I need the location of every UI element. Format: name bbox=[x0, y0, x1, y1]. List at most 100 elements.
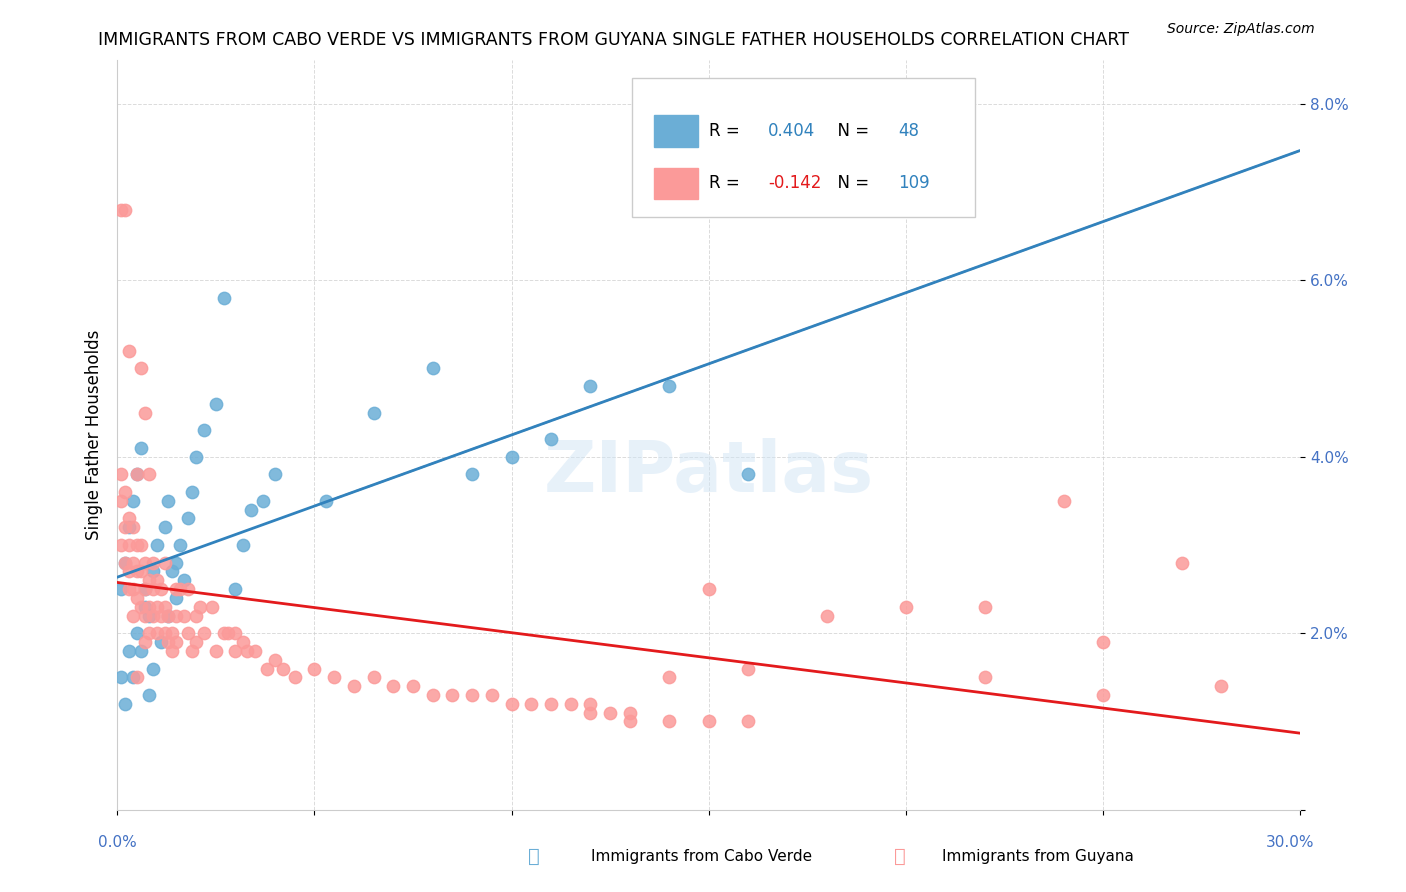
Point bbox=[224, 582, 246, 596]
Point bbox=[110, 538, 132, 552]
Point bbox=[138, 467, 160, 482]
Point bbox=[125, 565, 148, 579]
Point bbox=[114, 485, 136, 500]
Point bbox=[240, 502, 263, 516]
Point bbox=[501, 697, 523, 711]
Point bbox=[125, 591, 148, 605]
Point bbox=[737, 661, 759, 675]
Point bbox=[162, 626, 184, 640]
Point bbox=[114, 556, 136, 570]
Point bbox=[540, 432, 562, 446]
Point bbox=[122, 520, 145, 534]
Text: 0.0%: 0.0% bbox=[98, 836, 138, 850]
Text: ZIPatlas: ZIPatlas bbox=[544, 438, 873, 507]
Point bbox=[134, 635, 156, 649]
Point bbox=[169, 582, 191, 596]
Point bbox=[184, 450, 207, 464]
Point bbox=[134, 582, 156, 596]
Y-axis label: Single Father Households: Single Father Households bbox=[86, 329, 103, 540]
Point bbox=[129, 644, 152, 658]
Point bbox=[125, 538, 148, 552]
Point bbox=[142, 565, 165, 579]
Point bbox=[1052, 493, 1074, 508]
Point bbox=[134, 608, 156, 623]
Point bbox=[129, 538, 152, 552]
Point bbox=[236, 644, 259, 658]
Point bbox=[118, 520, 141, 534]
Point bbox=[118, 511, 141, 525]
Point bbox=[129, 361, 152, 376]
Point bbox=[217, 626, 239, 640]
Point bbox=[441, 688, 464, 702]
Point bbox=[224, 626, 246, 640]
Point bbox=[1092, 635, 1115, 649]
Point bbox=[1171, 556, 1194, 570]
Point bbox=[134, 582, 156, 596]
Text: -0.142: -0.142 bbox=[768, 174, 821, 193]
Text: 🔴: 🔴 bbox=[894, 847, 905, 866]
Point bbox=[157, 635, 180, 649]
Point bbox=[162, 565, 184, 579]
FancyBboxPatch shape bbox=[631, 78, 974, 217]
Point bbox=[520, 697, 543, 711]
Point bbox=[599, 706, 621, 720]
Point bbox=[114, 520, 136, 534]
Point bbox=[181, 644, 204, 658]
Point bbox=[737, 714, 759, 729]
Point bbox=[129, 565, 152, 579]
Point bbox=[125, 670, 148, 684]
Point bbox=[165, 582, 187, 596]
Point bbox=[264, 467, 287, 482]
Point bbox=[184, 608, 207, 623]
FancyBboxPatch shape bbox=[654, 168, 697, 199]
Point bbox=[165, 608, 187, 623]
Text: 0.404: 0.404 bbox=[768, 122, 815, 140]
Point bbox=[245, 644, 267, 658]
Point bbox=[145, 626, 167, 640]
Point bbox=[134, 406, 156, 420]
Text: 🔵: 🔵 bbox=[529, 847, 540, 866]
Point bbox=[145, 599, 167, 614]
Point bbox=[188, 599, 211, 614]
Text: 109: 109 bbox=[898, 174, 929, 193]
Point bbox=[815, 608, 838, 623]
Point bbox=[157, 493, 180, 508]
Point bbox=[737, 467, 759, 482]
Point bbox=[461, 467, 484, 482]
Point bbox=[138, 688, 160, 702]
Point bbox=[619, 714, 641, 729]
Point bbox=[138, 608, 160, 623]
Point bbox=[177, 582, 200, 596]
Point bbox=[271, 661, 294, 675]
Point bbox=[134, 599, 156, 614]
Point bbox=[145, 538, 167, 552]
Point bbox=[422, 688, 444, 702]
Text: R =: R = bbox=[709, 122, 745, 140]
Point bbox=[658, 670, 681, 684]
Point bbox=[110, 467, 132, 482]
Point bbox=[264, 653, 287, 667]
Point bbox=[481, 688, 503, 702]
Point bbox=[142, 556, 165, 570]
Point bbox=[579, 697, 602, 711]
Point bbox=[110, 582, 132, 596]
Point bbox=[973, 599, 995, 614]
Point bbox=[422, 361, 444, 376]
Point bbox=[122, 582, 145, 596]
Point bbox=[129, 599, 152, 614]
Point bbox=[169, 538, 191, 552]
Point bbox=[157, 608, 180, 623]
FancyBboxPatch shape bbox=[654, 115, 697, 146]
Point bbox=[165, 591, 187, 605]
Point bbox=[162, 644, 184, 658]
Text: 30.0%: 30.0% bbox=[1267, 836, 1315, 850]
Point bbox=[118, 343, 141, 358]
Point bbox=[461, 688, 484, 702]
Point bbox=[138, 626, 160, 640]
Point bbox=[193, 423, 215, 437]
Point bbox=[181, 485, 204, 500]
Point bbox=[138, 599, 160, 614]
Point bbox=[658, 714, 681, 729]
Point bbox=[658, 379, 681, 393]
Text: N =: N = bbox=[827, 174, 875, 193]
